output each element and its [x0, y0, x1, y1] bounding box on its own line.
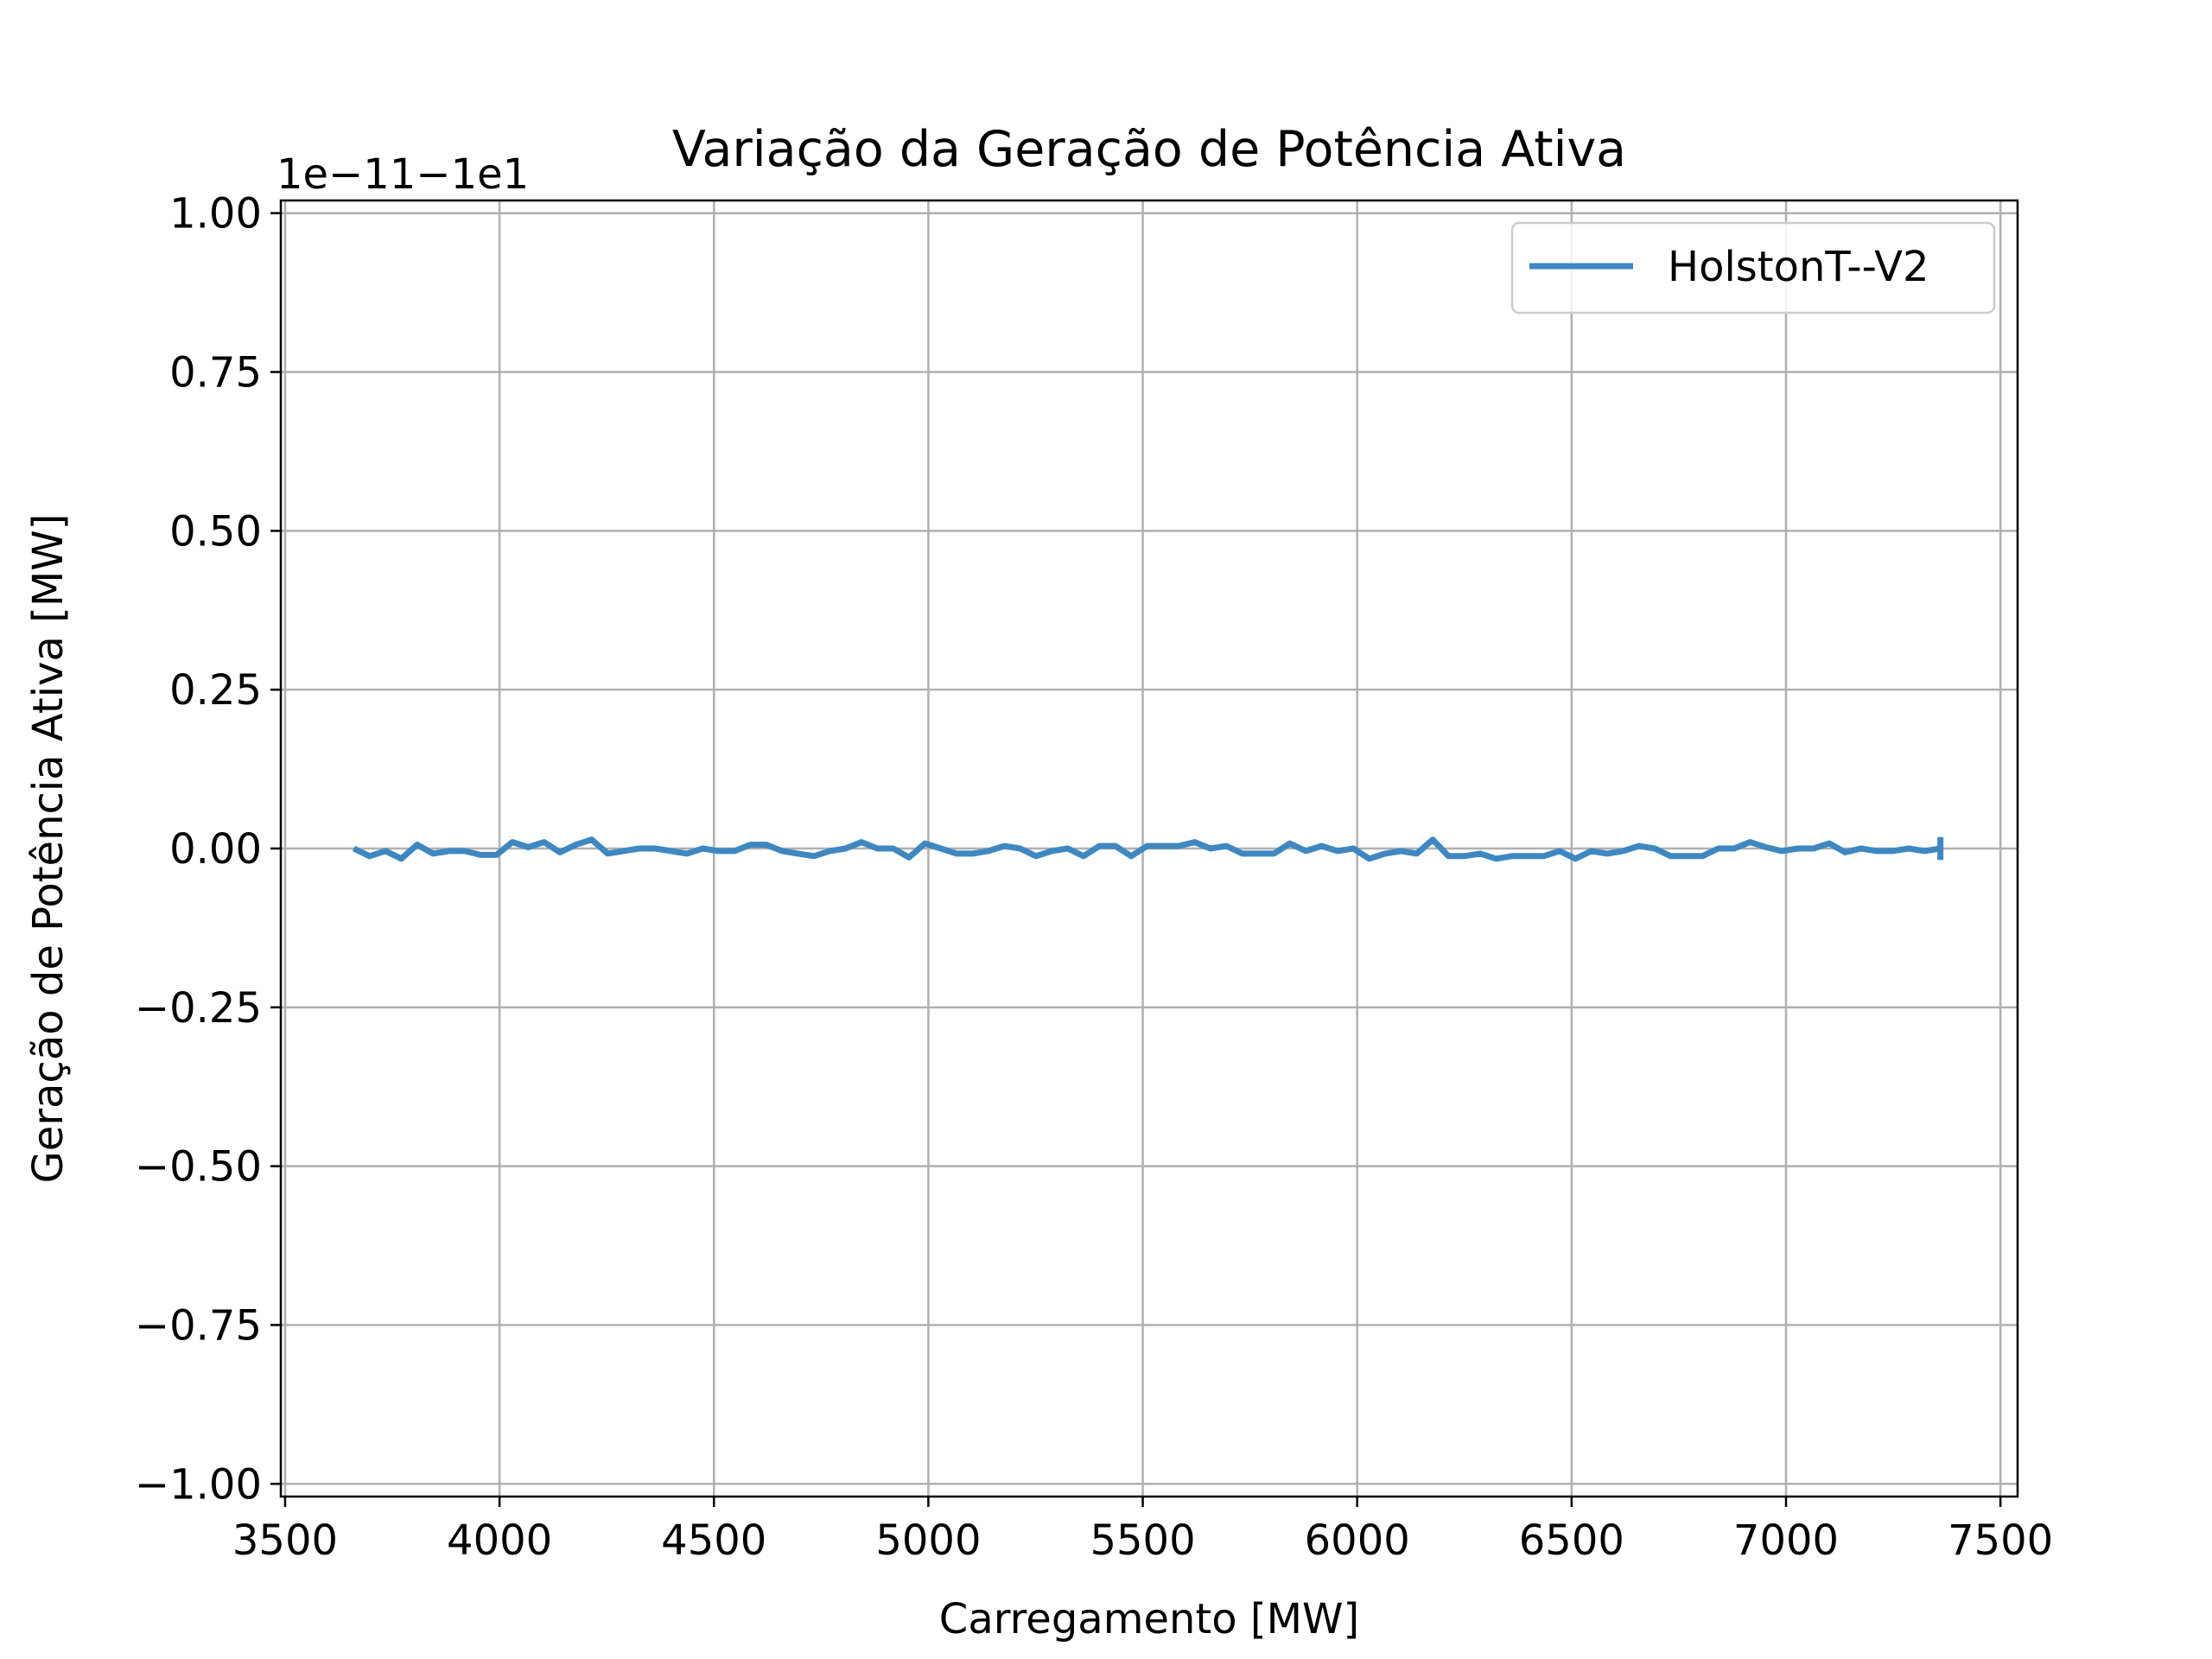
- x-tick-label: 5000: [875, 1516, 981, 1565]
- x-tick-label: 7000: [1733, 1516, 1839, 1565]
- y-tick-label: 0.75: [169, 349, 262, 397]
- y-axis-label: Geração de Potência Ativa [MW]: [24, 514, 73, 1184]
- y-tick-label: 0.25: [169, 666, 262, 715]
- x-tick-label: 6500: [1519, 1516, 1624, 1565]
- chart-title: Variação da Geração de Potência Ativa: [672, 121, 1626, 178]
- y-tick-label: −0.75: [135, 1301, 262, 1350]
- x-tick-label: 4000: [447, 1516, 552, 1565]
- axis-offset-label: 1e−11−1e1: [276, 150, 529, 199]
- x-axis-label: Carregamento [MW]: [939, 1595, 1359, 1643]
- y-tick-label: −1.00: [135, 1460, 262, 1509]
- x-tick-label: 3500: [232, 1516, 338, 1565]
- y-tick-label: 0.00: [169, 825, 262, 874]
- x-tick-label: 6000: [1305, 1516, 1410, 1565]
- x-tick-label: 4500: [661, 1516, 766, 1565]
- y-tick-label: 1.00: [169, 190, 262, 238]
- legend-label: HolstonT--V2: [1668, 243, 1929, 291]
- x-tick-label: 7500: [1948, 1516, 2053, 1565]
- legend: HolstonT--V2: [1512, 223, 1994, 313]
- y-tick-label: −0.25: [135, 984, 262, 1033]
- x-tick-label: 5500: [1090, 1516, 1195, 1565]
- y-tick-label: −0.50: [135, 1143, 262, 1192]
- y-tick-label: 0.50: [169, 507, 262, 556]
